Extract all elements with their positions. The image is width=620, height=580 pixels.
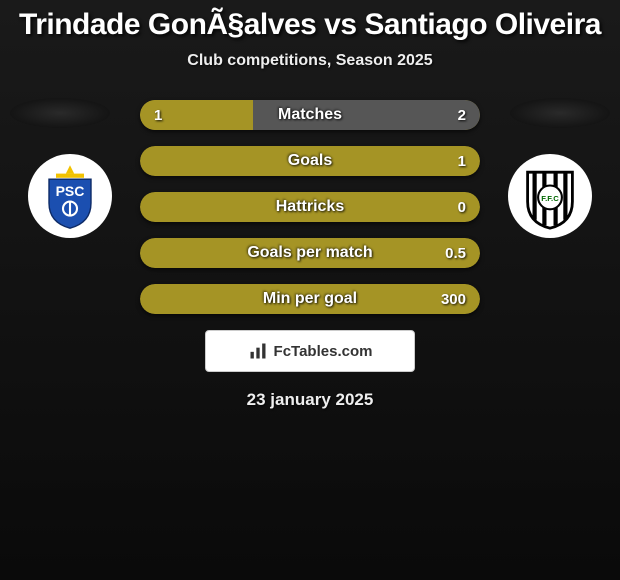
stat-label: Matches	[140, 100, 480, 130]
page-title: Trindade GonÃ§alves vs Santiago Oliveira	[0, 0, 620, 42]
team-crest-left: PSC	[28, 154, 112, 238]
stat-row: 1Goals	[140, 146, 480, 176]
svg-text:F.F.C: F.F.C	[541, 194, 559, 203]
stat-row: 12Matches	[140, 100, 480, 130]
psc-shield-icon: PSC	[35, 161, 105, 231]
date-text: 23 january 2025	[0, 390, 620, 410]
svg-text:PSC: PSC	[56, 183, 85, 199]
stat-row: 0Hattricks	[140, 192, 480, 222]
attribution-badge: FcTables.com	[205, 330, 415, 372]
subtitle: Club competitions, Season 2025	[0, 52, 620, 70]
team-crest-right: F.F.C	[508, 154, 592, 238]
crest-shadow-left	[10, 98, 110, 128]
content-area: PSC F.F.C 12Matches 1Goals 0Hattricks 0.5Go…	[0, 100, 620, 410]
crest-shadow-right	[510, 98, 610, 128]
attribution-text: FcTables.com	[274, 343, 373, 360]
stat-label: Min per goal	[140, 284, 480, 314]
stat-row: 0.5Goals per match	[140, 238, 480, 268]
comparison-card: Trindade GonÃ§alves vs Santiago Oliveira…	[0, 0, 620, 580]
stat-label: Hattricks	[140, 192, 480, 222]
stat-row: 300Min per goal	[140, 284, 480, 314]
barchart-icon	[248, 341, 268, 361]
stat-bars: 12Matches 1Goals 0Hattricks 0.5Goals per ma…	[140, 100, 480, 314]
stat-label: Goals	[140, 146, 480, 176]
stat-label: Goals per match	[140, 238, 480, 268]
ffc-shield-icon: F.F.C	[515, 161, 585, 231]
